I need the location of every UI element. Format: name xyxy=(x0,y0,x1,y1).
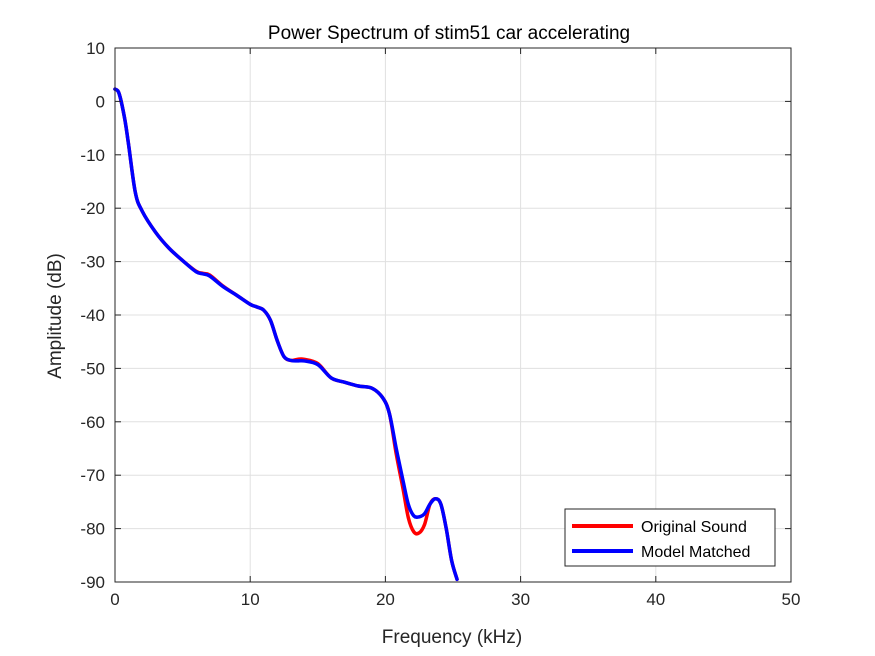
y-tick-label: -80 xyxy=(80,520,105,539)
y-tick-label: 10 xyxy=(86,39,105,58)
x-tick-label: 20 xyxy=(376,590,395,609)
y-tick-label: -20 xyxy=(80,199,105,218)
chart-title: Power Spectrum of stim51 car acceleratin… xyxy=(268,23,630,44)
x-tick-label: 50 xyxy=(782,590,801,609)
series-layer xyxy=(113,87,459,582)
y-tick-label: -10 xyxy=(80,146,105,165)
y-tick-label: -50 xyxy=(80,359,105,378)
legend-box xyxy=(564,508,776,567)
x-tick-label: 0 xyxy=(110,590,119,609)
legend-entry-original-sound: Original Sound xyxy=(641,519,747,536)
y-tick-label: -60 xyxy=(80,413,105,432)
legend: Original Sound Model Matched xyxy=(564,508,776,567)
x-tick-label: 10 xyxy=(241,590,260,609)
x-tick-label: 30 xyxy=(511,590,530,609)
x-axis-label: Frequency (kHz) xyxy=(382,627,522,648)
y-axis-label: Amplitude (dB) xyxy=(45,253,66,379)
y-tick-label: -40 xyxy=(80,306,105,325)
y-tick-label: -30 xyxy=(80,253,105,272)
y-tick-label: -70 xyxy=(80,466,105,485)
x-tick-label: 40 xyxy=(646,590,665,609)
y-tick-label: -90 xyxy=(80,573,105,592)
y-tick-label: 0 xyxy=(96,92,105,111)
ticks: 0 10 20 30 40 50 10 0 -10 -20 -30 -40 -50 -60 -70 -80 -9… xyxy=(80,39,800,609)
series-line-model-matched xyxy=(113,87,459,582)
legend-entry-model-matched: Model Matched xyxy=(641,544,750,561)
